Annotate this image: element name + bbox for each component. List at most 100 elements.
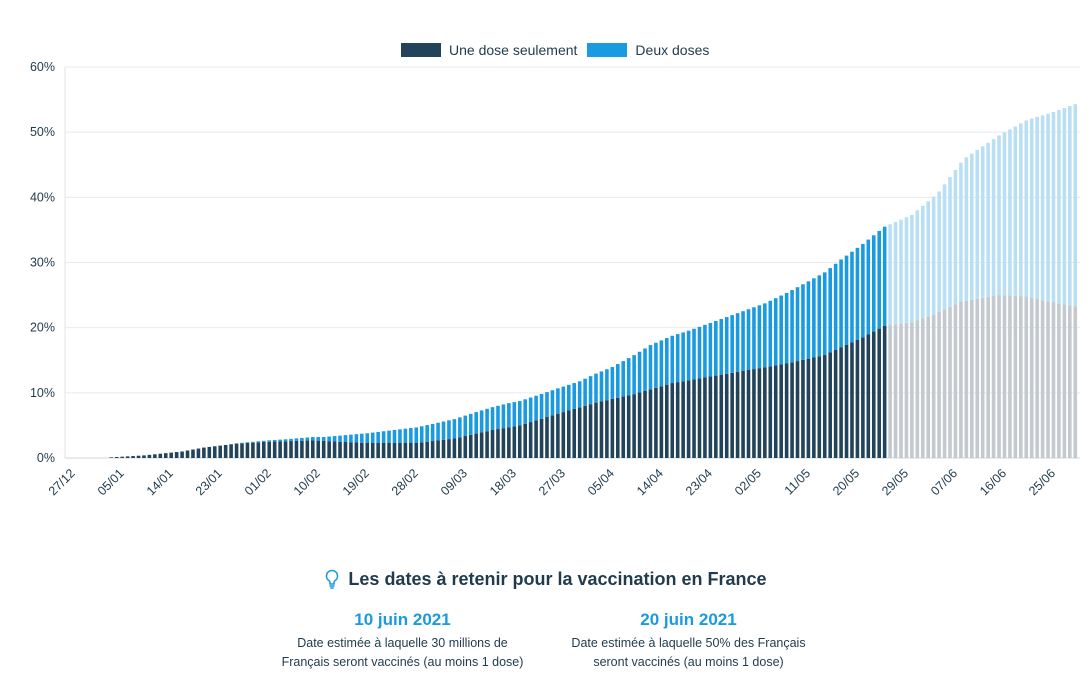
bar-one-dose[interactable] [703, 377, 707, 458]
bar-one-dose[interactable] [621, 396, 626, 458]
bar-one-dose[interactable] [261, 442, 266, 458]
bar-two-doses[interactable] [741, 311, 745, 371]
bar-one-dose[interactable] [447, 439, 451, 458]
bar-one-dose[interactable] [942, 309, 947, 458]
bar-two-doses[interactable] [354, 434, 359, 443]
bar-one-dose[interactable] [779, 364, 783, 458]
bar-two-doses[interactable] [1073, 104, 1078, 307]
bar-one-dose[interactable] [376, 443, 380, 458]
bar-two-doses[interactable] [387, 430, 391, 444]
bar-two-doses[interactable] [626, 358, 631, 396]
bar-two-doses[interactable] [637, 351, 642, 393]
bar-two-doses[interactable] [534, 395, 538, 421]
bar-one-dose[interactable] [441, 439, 446, 458]
bar-one-dose[interactable] [245, 443, 250, 458]
bar-one-dose[interactable] [425, 441, 429, 458]
bar-two-doses[interactable] [643, 348, 647, 391]
bar-two-doses[interactable] [577, 381, 582, 408]
bar-two-doses[interactable] [572, 383, 577, 409]
bar-one-dose[interactable] [1019, 296, 1023, 458]
bar-two-doses[interactable] [447, 420, 451, 440]
bar-one-dose[interactable] [147, 454, 152, 458]
bar-two-doses[interactable] [861, 243, 865, 338]
bar-two-doses[interactable] [817, 275, 822, 357]
bar-one-dose[interactable] [534, 420, 538, 458]
bar-one-dose[interactable] [452, 438, 457, 458]
bar-two-doses[interactable] [1057, 109, 1061, 304]
bar-one-dose[interactable] [997, 295, 1001, 458]
bar-two-doses[interactable] [1051, 111, 1056, 303]
bar-two-doses[interactable] [594, 373, 598, 403]
bar-one-dose[interactable] [523, 423, 527, 458]
bar-one-dose[interactable] [370, 443, 375, 458]
bar-one-dose[interactable] [833, 350, 838, 458]
bar-two-doses[interactable] [681, 332, 685, 382]
bar-two-doses[interactable] [904, 217, 909, 324]
bar-two-doses[interactable] [833, 263, 838, 351]
bar-one-dose[interactable] [556, 413, 560, 458]
bar-one-dose[interactable] [212, 446, 217, 458]
bar-two-doses[interactable] [1024, 120, 1029, 297]
bar-two-doses[interactable] [414, 427, 419, 444]
bar-two-doses[interactable] [430, 423, 435, 442]
bar-one-dose[interactable] [545, 417, 549, 458]
bar-one-dose[interactable] [773, 365, 778, 458]
bar-two-doses[interactable] [512, 402, 517, 427]
bar-two-doses[interactable] [839, 259, 843, 348]
bar-two-doses[interactable] [654, 342, 658, 388]
bar-two-doses[interactable] [501, 404, 506, 429]
bar-two-doses[interactable] [1013, 126, 1018, 296]
bar-one-dose[interactable] [648, 389, 653, 458]
bar-two-doses[interactable] [338, 435, 342, 442]
bar-one-dose[interactable] [1024, 296, 1029, 458]
bar-two-doses[interactable] [948, 177, 952, 307]
bar-one-dose[interactable] [964, 300, 969, 458]
bar-one-dose[interactable] [338, 441, 342, 458]
bar-two-doses[interactable] [953, 169, 958, 305]
bar-two-doses[interactable] [343, 435, 348, 442]
bar-one-dose[interactable] [267, 441, 272, 458]
bar-two-doses[interactable] [419, 426, 424, 443]
bar-two-doses[interactable] [321, 437, 326, 441]
bar-one-dose[interactable] [169, 452, 173, 458]
bar-two-doses[interactable] [610, 367, 615, 399]
bar-two-doses[interactable] [724, 317, 729, 374]
bar-two-doses[interactable] [703, 324, 707, 378]
bar-one-dose[interactable] [218, 445, 223, 458]
bar-one-dose[interactable] [240, 443, 244, 458]
bar-two-doses[interactable] [360, 433, 364, 443]
bar-one-dose[interactable] [1035, 298, 1039, 458]
bar-two-doses[interactable] [795, 287, 800, 362]
bar-two-doses[interactable] [240, 442, 244, 444]
bar-two-doses[interactable] [773, 298, 778, 366]
bar-one-dose[interactable] [730, 372, 734, 458]
bar-two-doses[interactable] [523, 399, 527, 424]
bar-one-dose[interactable] [191, 449, 195, 458]
bar-one-dose[interactable] [561, 412, 566, 458]
bar-two-doses[interactable] [305, 437, 310, 441]
bar-two-doses[interactable] [893, 221, 898, 325]
bar-one-dose[interactable] [899, 323, 903, 458]
bar-two-doses[interactable] [822, 272, 827, 356]
bar-two-doses[interactable] [370, 432, 375, 444]
bar-two-doses[interactable] [605, 369, 609, 401]
bar-two-doses[interactable] [349, 434, 353, 443]
bar-one-dose[interactable] [463, 436, 468, 458]
bar-two-doses[interactable] [283, 439, 288, 442]
bar-one-dose[interactable] [665, 384, 669, 458]
bar-one-dose[interactable] [1062, 304, 1067, 458]
bar-two-doses[interactable] [311, 437, 315, 441]
bar-one-dose[interactable] [692, 379, 696, 458]
bar-one-dose[interactable] [975, 298, 980, 458]
bar-one-dose[interactable] [626, 395, 631, 458]
bar-two-doses[interactable] [801, 284, 805, 360]
bar-one-dose[interactable] [850, 342, 854, 458]
bar-two-doses[interactable] [1046, 113, 1050, 302]
bar-two-doses[interactable] [463, 415, 468, 437]
bar-one-dose[interactable] [866, 334, 871, 458]
bar-one-dose[interactable] [790, 362, 794, 458]
bar-one-dose[interactable] [458, 437, 462, 458]
bar-two-doses[interactable] [882, 226, 887, 326]
bar-two-doses[interactable] [294, 438, 299, 441]
bar-two-doses[interactable] [991, 139, 996, 297]
